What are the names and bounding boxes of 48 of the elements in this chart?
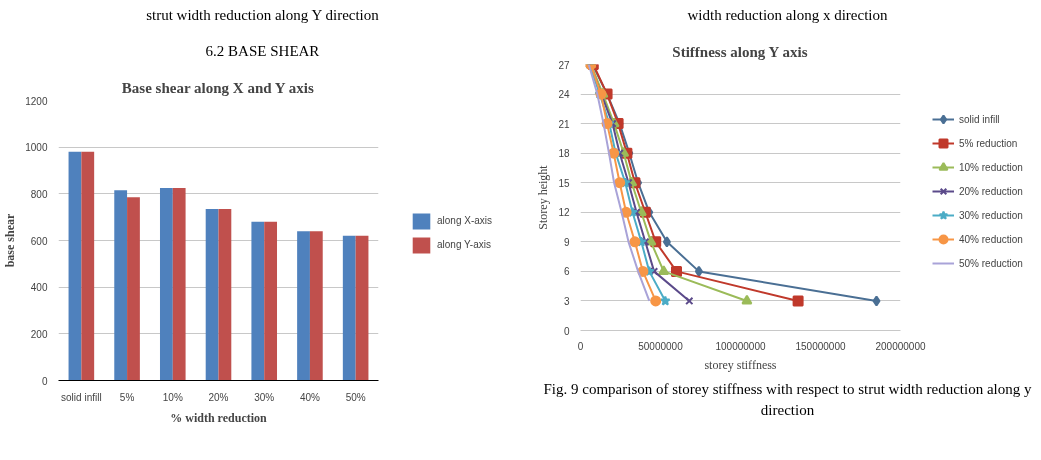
legend-label: solid infill [959,113,1000,125]
x-tick-label: 0 [577,340,584,352]
y-tick-label: 600 [30,235,48,247]
y-tick-label: 6 [563,266,570,278]
y-tick-label: 200 [30,328,48,340]
x-tick-label: 40% [299,391,321,403]
y-tick-label: 400 [30,282,48,294]
text: strut width reduction along Y direction [146,6,379,25]
legend-label: 30% reduction [959,209,1023,221]
y-tick-label: 24 [558,89,570,101]
x-tick-label: 5% [119,391,135,403]
y-tick-label: 3 [563,295,570,307]
y-axis-title: Storey height [536,164,551,230]
legend-label: 20% reduction [959,185,1023,197]
x-tick-label: 10% [162,391,183,403]
y-tick-label: 0 [563,325,570,337]
y-tick-label: 18 [558,148,570,160]
legend-label: 50% reduction [959,257,1023,269]
x-tick-label: 150000000 [795,340,846,352]
x-axis-title: % width reduction [170,410,268,425]
caption: Fig. 9 comparison of storey stiffness with respect to strut width reduction along y direction [542,380,1033,421]
chart-title: Stiffness along Y axis [672,43,808,60]
y-tick-label: 21 [558,118,570,130]
x-tick-label: 50% [345,391,366,403]
y-tick-label: 0 [41,375,48,387]
legend-label: 10% reduction [959,161,1023,173]
y-tick-label: 1200 [25,95,48,107]
x-tick-label: 20% [208,391,229,403]
y-axis-title: base shear [3,212,18,268]
x-tick-label: 50000000 [638,340,684,352]
x-tick-label: 30% [254,391,275,403]
y-tick-label: 800 [30,188,48,200]
legend-label: along X-axis [437,215,493,226]
y-tick-label: 12 [558,207,570,219]
x-tick-label: 100000000 [715,340,766,352]
y-tick-label: 9 [563,236,570,248]
text: width reduction along x direction [687,6,888,25]
y-tick-label: 27 [558,59,570,71]
legend-label: along Y-axis [437,239,491,250]
x-tick-label: 200000000 [875,340,926,352]
legend-label: 5% reduction [959,137,1018,149]
x-tick-label: solid infill [61,391,102,403]
text: 6.2 BASE SHEAR [205,42,320,61]
chart-title: Base shear along X and Y axis [121,79,314,96]
legend-label: 40% reduction [959,233,1023,245]
x-axis-title: storey stiffness [704,357,777,372]
y-tick-label: 15 [558,177,570,189]
y-tick-label: 1000 [25,142,48,154]
